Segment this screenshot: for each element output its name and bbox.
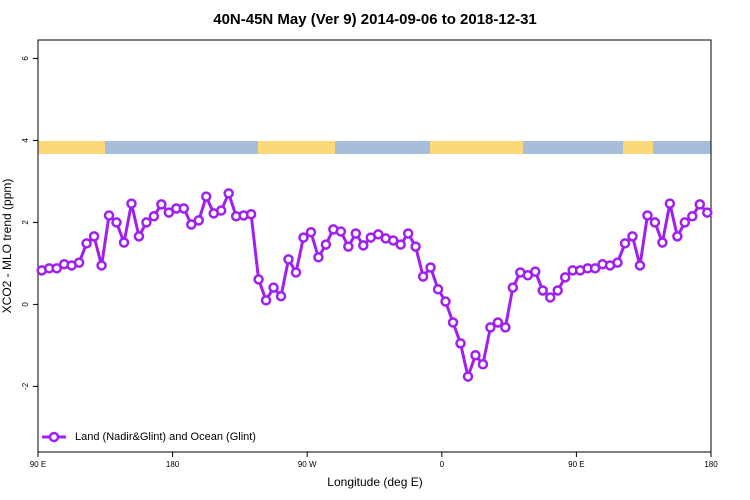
land: [38, 141, 105, 154]
data-point: [530, 266, 541, 277]
data-point: [507, 282, 519, 293]
x-tick-label: 180: [704, 460, 718, 469]
data-point: [111, 217, 122, 228]
data-point: [88, 231, 100, 242]
data-point: [51, 263, 62, 274]
data-point: [559, 272, 571, 283]
data-point: [500, 322, 511, 333]
data-point: [305, 227, 317, 238]
data-point: [253, 274, 264, 285]
data-point: [201, 191, 212, 202]
y-axis-label: XCO2 - MLO trend (ppm): [0, 179, 14, 314]
data-point: [103, 210, 115, 221]
data-point: [432, 283, 444, 295]
y-tick-label: 0: [21, 302, 30, 307]
data-point: [425, 262, 436, 273]
data-point: [290, 267, 302, 278]
data-point: [148, 211, 160, 222]
x-tick-label: 180: [166, 460, 180, 469]
data-point: [687, 211, 698, 222]
data-point: [350, 228, 362, 239]
data-point: [619, 238, 631, 249]
data-point: [455, 338, 466, 349]
data-point: [589, 263, 601, 274]
data-point: [470, 350, 481, 361]
data-point: [260, 295, 272, 306]
plot-frame: [37, 39, 712, 453]
data-point: [141, 217, 152, 228]
data-point: [163, 207, 175, 218]
chart-title: 40N-45N May (Ver 9) 2014-09-06 to 2018-1…: [213, 11, 537, 28]
y-tick-label: 6: [21, 56, 30, 61]
data-point: [283, 254, 294, 265]
data-point: [223, 188, 234, 199]
data-point: [81, 238, 92, 249]
data-point: [245, 208, 257, 220]
data-point: [193, 215, 205, 226]
data-point: [133, 231, 145, 242]
data-point: [649, 217, 661, 228]
data-point: [73, 257, 85, 268]
data-point: [537, 285, 548, 296]
y-tick-label: 4: [21, 138, 30, 143]
data-point: [447, 317, 459, 328]
x-tick-label: 90 E: [30, 460, 46, 469]
legend-marker: [48, 431, 60, 443]
ocean: [523, 141, 623, 154]
data-point: [343, 241, 354, 252]
data-point: [275, 290, 287, 302]
data-point: [268, 282, 279, 293]
data-point: [298, 232, 309, 243]
legend-label: Land (Nadir&Glint) and Ocean (Glint): [75, 431, 256, 443]
data-point: [402, 228, 414, 239]
land: [430, 141, 523, 154]
data-point: [320, 239, 332, 250]
data-point: [485, 322, 496, 333]
ocean: [653, 141, 711, 154]
data-point: [627, 231, 638, 242]
data-point: [126, 198, 137, 209]
data-point: [657, 237, 668, 248]
data-point: [96, 260, 107, 271]
data-point: [358, 240, 369, 251]
data-point: [440, 296, 451, 307]
y-tick-label: -2: [21, 382, 30, 390]
data-point: [395, 239, 406, 250]
land-ocean-strip: [38, 141, 711, 154]
data-point: [417, 271, 429, 282]
data-point: [612, 257, 623, 268]
land: [623, 141, 653, 154]
x-axis-label: Longitude (deg E): [327, 475, 422, 489]
data-point: [313, 252, 324, 263]
data-point: [544, 292, 556, 303]
data-point: [634, 260, 646, 271]
data-point: [679, 217, 691, 228]
ocean: [105, 141, 258, 154]
data-point: [178, 203, 190, 214]
ocean: [335, 141, 430, 154]
data-point: [492, 317, 504, 328]
data-point: [335, 226, 347, 237]
data-point: [410, 241, 421, 252]
data-point: [118, 237, 130, 248]
data-point: [552, 285, 563, 296]
data-point: [186, 219, 197, 230]
data-point: [694, 199, 706, 210]
data-point: [664, 198, 676, 209]
x-tick-label: 0: [440, 460, 445, 469]
data-point: [215, 205, 227, 216]
data-point: [642, 210, 653, 221]
data-point: [462, 371, 474, 382]
y-tick-label: 2: [21, 220, 30, 225]
data-point: [477, 359, 489, 370]
data-point: [672, 231, 683, 242]
data-point: [387, 235, 399, 246]
land: [258, 141, 335, 154]
data-point: [156, 199, 167, 210]
data-point: [702, 207, 713, 218]
x-tick-label: 90 W: [298, 460, 317, 469]
x-tick-label: 90 E: [568, 460, 584, 469]
data-point: [372, 229, 384, 240]
